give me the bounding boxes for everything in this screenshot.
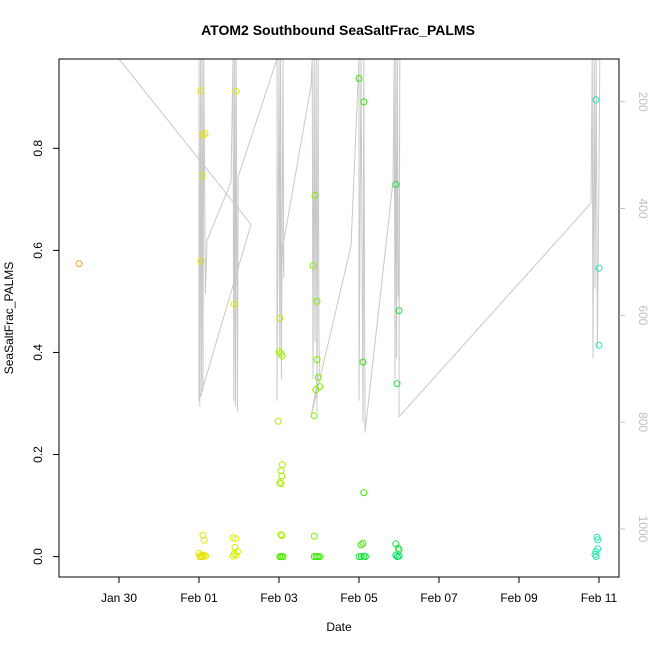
data-point bbox=[309, 262, 317, 270]
data-point bbox=[360, 98, 368, 106]
data-point bbox=[197, 87, 205, 95]
data-point bbox=[312, 386, 320, 394]
x-tick-label: Jan 30 bbox=[101, 591, 137, 605]
data-point bbox=[276, 314, 284, 322]
y2-tick-label: 1000 bbox=[636, 516, 650, 543]
data-point bbox=[278, 352, 286, 360]
x-tick-label: Feb 09 bbox=[500, 591, 538, 605]
y2-tick-label: 400 bbox=[636, 199, 650, 219]
data-point bbox=[316, 553, 324, 561]
y-tick-label: 0.8 bbox=[31, 140, 45, 157]
profile-line bbox=[118, 58, 601, 433]
data-point bbox=[592, 96, 600, 104]
data-point bbox=[361, 553, 369, 561]
x-tick-label: Feb 11 bbox=[581, 591, 618, 605]
plot-frame bbox=[58, 58, 620, 578]
data-point bbox=[199, 531, 207, 539]
data-point bbox=[395, 552, 403, 560]
x-axis: Jan 30 Feb 01 Feb 03 Feb 05 Feb 07 Feb 09 Feb … bbox=[101, 577, 618, 605]
data-point bbox=[199, 131, 207, 139]
secondary-y-axis: 200 400 600 800 1000 bbox=[619, 92, 650, 543]
points-layer bbox=[75, 74, 603, 561]
y2-tick-label: 600 bbox=[636, 305, 650, 325]
data-point bbox=[310, 532, 318, 540]
data-point bbox=[392, 181, 400, 188]
data-point bbox=[277, 467, 285, 475]
data-point bbox=[274, 417, 282, 425]
data-point bbox=[75, 260, 83, 268]
data-point bbox=[279, 553, 287, 561]
data-point bbox=[278, 461, 286, 469]
data-point bbox=[311, 191, 319, 199]
data-point bbox=[200, 536, 208, 544]
profile-line-layer bbox=[118, 58, 601, 433]
y-tick-label: 0.4 bbox=[31, 344, 45, 361]
data-point bbox=[200, 551, 208, 559]
data-point bbox=[359, 539, 367, 547]
x-tick-label: Feb 05 bbox=[340, 591, 378, 605]
data-point bbox=[278, 532, 286, 540]
data-point bbox=[196, 553, 204, 561]
data-point bbox=[595, 341, 603, 349]
x-tick-label: Feb 07 bbox=[420, 591, 458, 605]
y-tick-label: 0.2 bbox=[31, 446, 45, 463]
chart-title: ATOM2 Southbound SeaSaltFrac_PALMS bbox=[201, 22, 475, 38]
data-point bbox=[359, 358, 367, 366]
data-point bbox=[276, 479, 284, 487]
data-point bbox=[395, 307, 403, 315]
x-tick-label: Feb 03 bbox=[260, 591, 298, 605]
data-point bbox=[360, 489, 368, 497]
data-point bbox=[594, 536, 602, 544]
y-axis-title: SeaSaltFrac_PALMS bbox=[2, 262, 16, 375]
y2-tick-label: 200 bbox=[636, 92, 650, 112]
data-point bbox=[592, 548, 600, 555]
data-point bbox=[314, 553, 322, 561]
data-point bbox=[277, 531, 285, 539]
data-point bbox=[392, 551, 400, 559]
y-tick-label: 0.0 bbox=[31, 548, 45, 565]
data-point bbox=[595, 264, 603, 272]
data-point bbox=[198, 172, 206, 180]
x-axis-title: Date bbox=[326, 620, 352, 634]
data-point bbox=[197, 257, 205, 265]
data-point bbox=[198, 553, 206, 561]
data-point bbox=[313, 297, 321, 305]
data-point bbox=[357, 541, 365, 549]
data-point bbox=[393, 380, 401, 388]
data-point bbox=[201, 130, 209, 137]
data-point bbox=[230, 300, 238, 308]
data-point bbox=[232, 551, 240, 559]
y-tick-label: 0.6 bbox=[31, 242, 45, 259]
data-point bbox=[277, 480, 285, 488]
data-point bbox=[232, 87, 240, 95]
data-point bbox=[232, 535, 240, 543]
data-point bbox=[310, 412, 318, 420]
data-point bbox=[314, 374, 322, 381]
y-axis: 0.0 0.2 0.4 0.6 0.8 bbox=[31, 140, 59, 565]
x-tick-label: Feb 01 bbox=[180, 591, 218, 605]
data-point bbox=[313, 356, 321, 364]
data-point bbox=[278, 472, 286, 480]
data-point bbox=[197, 552, 205, 560]
data-point bbox=[355, 74, 363, 82]
y2-tick-label: 800 bbox=[636, 412, 650, 432]
data-point bbox=[592, 553, 600, 561]
